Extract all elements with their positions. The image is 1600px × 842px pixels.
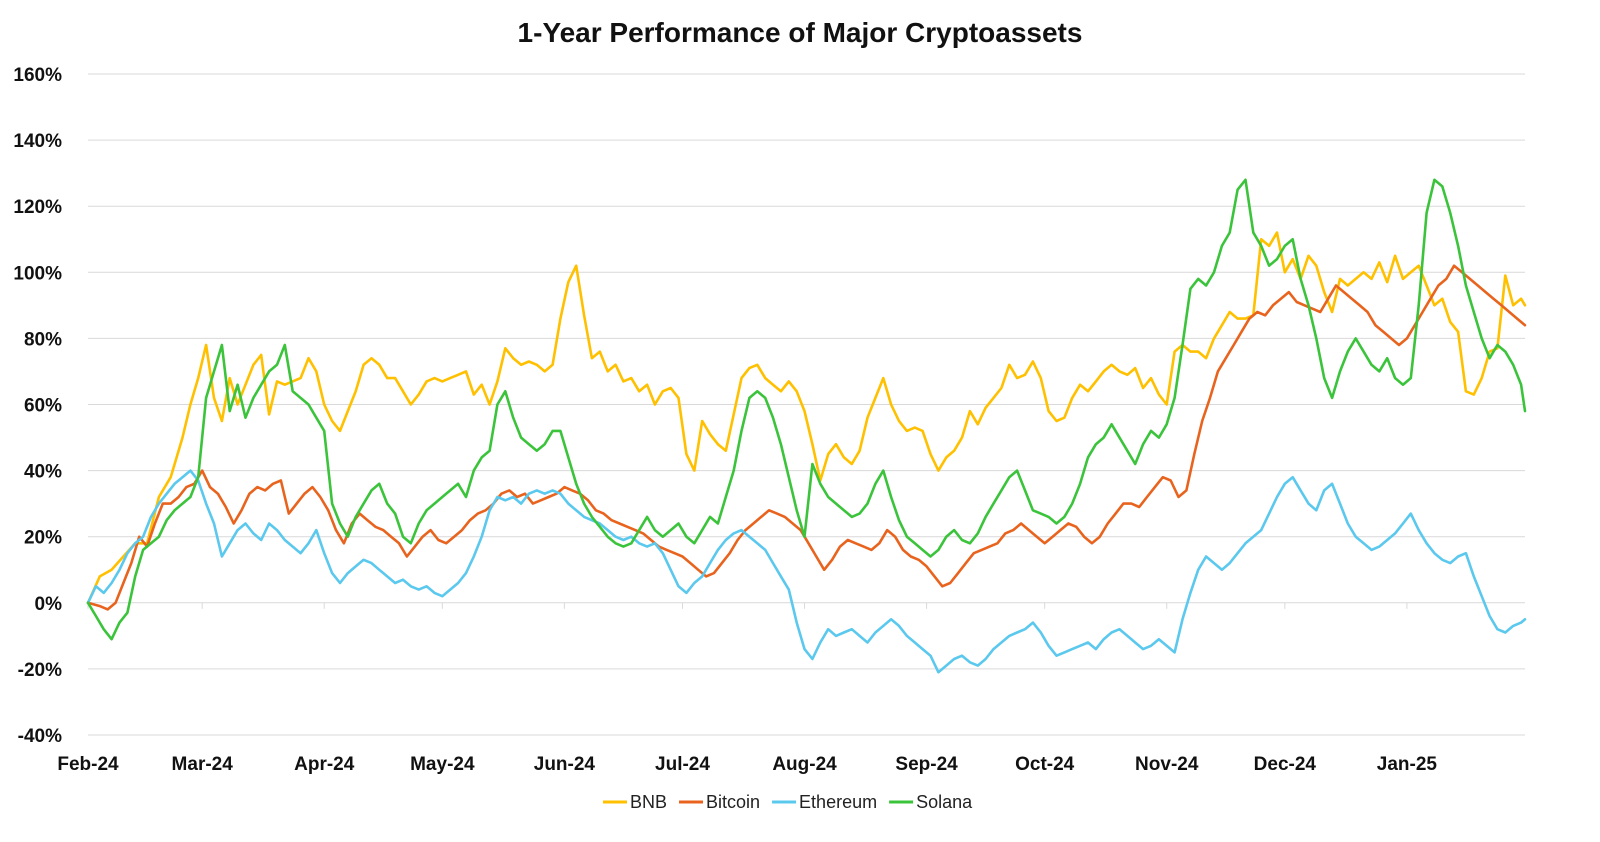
chart-title: 1-Year Performance of Major Cryptoassets — [518, 17, 1083, 48]
x-tick-label: Mar-24 — [172, 754, 234, 775]
y-tick-label: -40% — [18, 726, 62, 747]
series-line-bitcoin — [86, 264, 1527, 611]
x-tick-label: Jun-24 — [534, 754, 596, 775]
y-tick-label: 60% — [24, 396, 62, 417]
x-tick-label: May-24 — [410, 754, 475, 775]
legend-label-bitcoin: Bitcoin — [706, 792, 760, 812]
y-tick-label: -20% — [18, 660, 62, 681]
y-tick-label: 80% — [24, 329, 62, 350]
y-tick-label: 40% — [24, 462, 62, 483]
x-tick-label: Feb-24 — [57, 754, 119, 775]
y-tick-label: 120% — [13, 197, 62, 218]
x-tick-label: Dec-24 — [1254, 754, 1317, 775]
series-line-solana — [86, 178, 1527, 641]
x-axis-ticks: Feb-24 Mar-24 Apr-24 May-24 Jun-24 Jul-24 Aug-… — [57, 602, 1438, 775]
y-tick-label: 160% — [13, 65, 62, 86]
grid-lines — [88, 73, 1525, 736]
x-tick-label: Oct-24 — [1015, 754, 1075, 775]
x-tick-label: Jul-24 — [655, 754, 710, 775]
y-tick-label: 0% — [35, 594, 63, 615]
series-line-ethereum — [86, 469, 1527, 674]
legend: BNB Bitcoin Ethereum Solana — [603, 792, 973, 812]
x-tick-label: Aug-24 — [772, 754, 837, 775]
y-tick-label: 20% — [24, 528, 62, 549]
x-tick-label: Sep-24 — [895, 754, 958, 775]
series-lines — [86, 178, 1527, 674]
y-tick-label: 100% — [13, 263, 62, 284]
legend-label-ethereum: Ethereum — [799, 792, 877, 812]
y-tick-label: 140% — [13, 131, 62, 152]
y-axis-ticks: -40% -20% 0% 20% 40% 60% 80% 100% 120% 140% 160% — [13, 65, 62, 747]
x-tick-label: Nov-24 — [1135, 754, 1199, 775]
legend-label-bnb: BNB — [630, 792, 667, 812]
x-tick-label: Jan-25 — [1377, 754, 1438, 775]
x-tick-label: Apr-24 — [294, 754, 355, 775]
series-line-bnb — [86, 231, 1527, 605]
legend-label-solana: Solana — [916, 792, 973, 812]
